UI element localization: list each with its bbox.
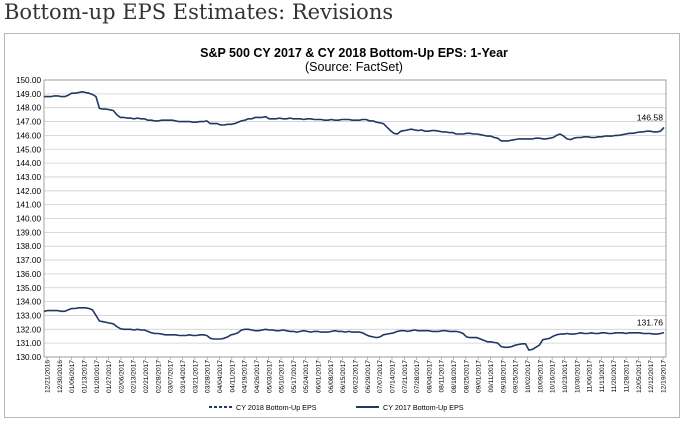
y-tick-label: 142.00 — [16, 187, 41, 196]
x-tick-label: 04/04/2017 — [217, 360, 224, 393]
x-tick-label: 03/14/2017 — [180, 360, 187, 393]
x-tick-label: 02/28/2017 — [155, 360, 162, 393]
y-tick-label: 144.00 — [16, 159, 41, 168]
legend: CY 2018 Bottom-Up EPS CY 2017 Bottom-Up … — [209, 403, 464, 412]
x-tick-label: 12/30/2016 — [57, 360, 64, 393]
series-line-cy2017 — [43, 306, 665, 351]
x-tick-label: 01/20/2017 — [94, 360, 101, 393]
x-tick-label: 06/01/2017 — [316, 360, 323, 393]
x-tick-label: 01/13/2017 — [81, 360, 88, 393]
x-tick-label: 05/03/2017 — [266, 360, 273, 393]
x-tick-label: 11/28/2017 — [624, 360, 631, 393]
y-tick-label: 134.00 — [16, 298, 41, 307]
x-tick-label: 11/20/2017 — [611, 360, 618, 393]
y-tick-label: 135.00 — [16, 284, 41, 293]
x-tick-label: 12/19/2017 — [661, 360, 668, 393]
y-tick-label: 143.00 — [16, 173, 41, 182]
chart-title: S&P 500 CY 2017 & CY 2018 Bottom-Up EPS:… — [200, 46, 508, 60]
x-tick-label: 08/04/2017 — [426, 360, 433, 393]
y-axis: 150.00 149.00 148.00 147.00 146.00 145.00 144.… — [16, 76, 41, 362]
y-tick-label: 140.00 — [16, 215, 41, 224]
x-tick-label: 08/18/2017 — [451, 360, 458, 393]
y-tick-label: 139.00 — [16, 228, 41, 237]
x-tick-label: 07/21/2017 — [402, 360, 409, 393]
x-tick-label: 10/02/2017 — [525, 360, 532, 393]
x-tick-label: 10/09/2017 — [537, 360, 544, 393]
x-tick-label: 03/21/2017 — [192, 360, 199, 393]
series-line-cy2018 — [44, 91, 665, 142]
x-tick-label: 12/12/2017 — [648, 360, 655, 393]
last-value-label-cy2018: 146.58 — [637, 112, 664, 122]
x-tick-label: 04/26/2017 — [254, 360, 261, 393]
y-tick-label: 149.00 — [16, 90, 41, 99]
y-tick-label: 133.00 — [16, 311, 41, 320]
y-tick-label: 145.00 — [16, 145, 41, 154]
x-tick-label: 05/24/2017 — [303, 360, 310, 393]
x-tick-label: 08/25/2017 — [463, 360, 470, 393]
chart-subtitle: (Source: FactSet) — [305, 60, 403, 74]
x-tick-label: 07/28/2017 — [414, 360, 421, 393]
legend-label-cy2017: CY 2017 Bottom-Up EPS — [383, 403, 464, 412]
x-tick-label: 05/10/2017 — [279, 360, 286, 393]
y-tick-label: 132.00 — [16, 325, 41, 334]
x-tick-label: 02/06/2017 — [118, 360, 125, 393]
x-tick-label: 10/16/2017 — [550, 360, 557, 393]
x-tick-label: 03/28/2017 — [205, 360, 212, 393]
x-tick-label: 02/13/2017 — [131, 360, 138, 393]
x-tick-label: 09/18/2017 — [500, 360, 507, 393]
series-lines: 146.58 131.76 — [43, 91, 665, 351]
x-tick-label: 01/06/2017 — [69, 360, 76, 393]
x-axis: 12/21/2016 12/30/2016 01/06/2017 01/13/2017… — [45, 357, 668, 393]
x-tick-label: 11/06/2017 — [587, 360, 594, 393]
x-tick-label: 01/27/2017 — [106, 360, 113, 393]
y-tick-label: 146.00 — [16, 131, 41, 140]
chart-frame — [4, 33, 680, 418]
x-tick-label: 06/15/2017 — [340, 360, 347, 393]
legend-label-cy2018: CY 2018 Bottom-Up EPS — [236, 403, 317, 412]
y-tick-label: 130.00 — [16, 353, 41, 362]
x-tick-label: 10/23/2017 — [562, 360, 569, 393]
y-tick-label: 137.00 — [16, 256, 41, 265]
x-tick-label: 06/29/2017 — [365, 360, 372, 393]
x-tick-label: 06/22/2017 — [353, 360, 360, 393]
x-tick-label: 04/19/2017 — [242, 360, 249, 393]
x-tick-label: 06/08/2017 — [328, 360, 335, 393]
y-tick-label: 148.00 — [16, 104, 41, 113]
x-tick-label: 09/25/2017 — [513, 360, 520, 393]
x-tick-label: 03/07/2017 — [168, 360, 175, 393]
y-tick-label: 147.00 — [16, 118, 41, 127]
x-tick-label: 04/11/2017 — [229, 360, 236, 393]
page-heading: Bottom-up EPS Estimates: Revisions — [4, 0, 394, 24]
y-tick-label: 141.00 — [16, 201, 41, 210]
x-tick-label: 05/17/2017 — [291, 360, 298, 393]
x-tick-label: 09/11/2017 — [488, 360, 495, 393]
x-tick-label: 11/13/2017 — [599, 360, 606, 393]
y-tick-label: 131.00 — [16, 339, 41, 348]
last-value-label-cy2017: 131.76 — [637, 318, 664, 328]
y-tick-label: 136.00 — [16, 270, 41, 279]
x-tick-label: 07/14/2017 — [389, 360, 396, 393]
x-tick-label: 12/05/2017 — [636, 360, 643, 393]
x-tick-label: 02/21/2017 — [143, 360, 150, 393]
x-tick-label: 09/01/2017 — [476, 360, 483, 393]
x-tick-label: 08/11/2017 — [439, 360, 446, 393]
x-tick-label: 10/30/2017 — [574, 360, 581, 393]
y-tick-label: 138.00 — [16, 242, 41, 251]
x-tick-label: 07/07/2017 — [377, 360, 384, 393]
grid — [43, 79, 667, 358]
x-tick-label: 12/21/2016 — [45, 360, 52, 393]
y-tick-label: 150.00 — [16, 76, 41, 85]
